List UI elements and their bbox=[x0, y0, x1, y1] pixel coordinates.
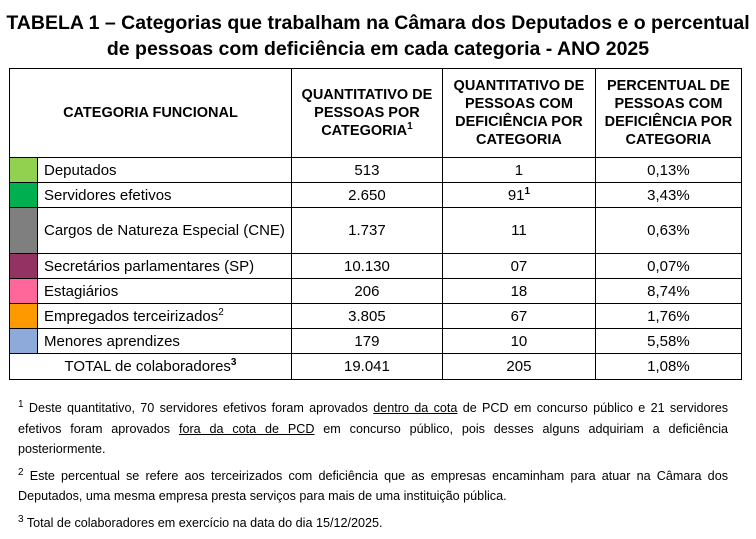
total-pcd: 205 bbox=[441, 353, 596, 380]
qtd-cell: 10.130 bbox=[290, 253, 443, 279]
category-color-swatch bbox=[9, 253, 38, 279]
header-qtd-label: QUANTITATIVO DE PESSOAS POR CATEGORIA bbox=[301, 87, 433, 139]
total-perc: 1,08% bbox=[594, 353, 742, 380]
table-title: TABELA 1 – Categorias que trabalham na C… bbox=[6, 12, 750, 60]
header-perc: PERCENTUAL DE PESSOAS COM DEFICIÊNCIA PO… bbox=[594, 68, 742, 158]
total-label: TOTAL de colaboradores3 bbox=[9, 353, 292, 380]
category-color-swatch bbox=[9, 303, 38, 329]
category-name: Deputados bbox=[37, 157, 292, 183]
category-label: Secretários parlamentares (SP) bbox=[44, 257, 255, 275]
category-label: Estagiários bbox=[44, 282, 119, 300]
footnote-ref: 2 bbox=[218, 306, 224, 318]
table-row: Servidores efetivos 2.650 911 3,43% bbox=[9, 182, 742, 208]
footnote-ref: 3 bbox=[230, 357, 237, 368]
header-categoria: CATEGORIA FUNCIONAL bbox=[9, 68, 292, 158]
perc-cell: 3,43% bbox=[594, 182, 742, 208]
category-name: Estagiários bbox=[37, 278, 292, 304]
qtd-cell: 3.805 bbox=[290, 303, 443, 329]
table-row: Estagiários 206 18 8,74% bbox=[9, 278, 742, 304]
table-row: Cargos de Natureza Especial (CNE) 1.737 … bbox=[9, 207, 742, 254]
footnote-underlined: fora da cota de PCD bbox=[178, 421, 315, 436]
footnote-text: Deste quantitativo, 70 servidores efetiv… bbox=[23, 401, 374, 415]
total-qtd: 19.041 bbox=[290, 353, 443, 380]
footnote-2: 2 Este percentual se refere aos terceiri… bbox=[18, 466, 728, 507]
qtd-cell: 206 bbox=[290, 278, 443, 304]
qtd-cell: 1.737 bbox=[290, 207, 443, 254]
table-row: Menores aprendizes 179 10 5,58% bbox=[9, 328, 742, 354]
category-name: Secretários parlamentares (SP) bbox=[37, 253, 292, 279]
perc-cell: 5,58% bbox=[594, 328, 742, 354]
footnote-mark: 3 bbox=[18, 513, 24, 525]
category-name: Menores aprendizes bbox=[37, 328, 292, 354]
footnote-ref: 1 bbox=[524, 185, 531, 197]
footnote-text: Total de colaboradores em exercício na d… bbox=[23, 515, 383, 530]
category-name: Cargos de Natureza Especial (CNE) bbox=[37, 207, 292, 254]
perc-cell: 0,07% bbox=[594, 253, 742, 279]
table-row: Empregados terceirizados2 3.805 67 1,76% bbox=[9, 303, 742, 329]
footnote-mark: 2 bbox=[18, 466, 24, 478]
category-name: Empregados terceirizados2 bbox=[37, 303, 292, 329]
pcd-cell: 07 bbox=[441, 253, 596, 279]
pcd-value: 07 bbox=[510, 257, 528, 275]
pcd-cell: 11 bbox=[441, 207, 596, 254]
category-label: Empregados terceirizados bbox=[44, 307, 219, 325]
total-label-text: TOTAL de colaboradores bbox=[64, 358, 231, 375]
pcd-value: 1 bbox=[514, 161, 524, 179]
footnote-text: em concurso público, pois desses alguns … bbox=[18, 421, 729, 457]
pcd-value: 10 bbox=[510, 332, 528, 350]
pcd-value: 18 bbox=[510, 282, 528, 300]
footnote-underlined: dentro da cota bbox=[373, 401, 458, 415]
qtd-cell: 513 bbox=[290, 157, 443, 183]
category-color-swatch bbox=[9, 157, 38, 183]
category-name: Servidores efetivos bbox=[37, 182, 292, 208]
footnote-mark: 1 bbox=[18, 398, 24, 410]
data-table: CATEGORIA FUNCIONAL QUANTITATIVO DE PESS… bbox=[9, 68, 742, 380]
table-row: Deputados 513 1 0,13% bbox=[9, 157, 742, 183]
header-qtd-pcd: QUANTITATIVO DE PESSOAS COM DEFICIÊNCIA … bbox=[441, 68, 596, 158]
pcd-cell: 1 bbox=[441, 157, 596, 183]
pcd-cell: 911 bbox=[441, 182, 596, 208]
perc-cell: 0,13% bbox=[594, 157, 742, 183]
category-label: Deputados bbox=[44, 161, 117, 179]
total-row: TOTAL de colaboradores3 19.041 205 1,08% bbox=[9, 353, 742, 380]
pcd-cell: 18 bbox=[441, 278, 596, 304]
footnote-ref: 1 bbox=[407, 121, 413, 133]
footnote-text: de PCD em concurso público e 21 servidor… bbox=[18, 401, 729, 436]
footnote-text: Este percentual se refere aos terceiriza… bbox=[18, 468, 728, 504]
footnote-1: 1 Deste quantitativo, 70 servidores efet… bbox=[18, 398, 728, 460]
header-qtd: QUANTITATIVO DE PESSOAS POR CATEGORIA1 bbox=[290, 68, 443, 158]
header-row: CATEGORIA FUNCIONAL QUANTITATIVO DE PESS… bbox=[9, 68, 742, 158]
qtd-cell: 2.650 bbox=[290, 182, 443, 208]
pcd-cell: 67 bbox=[441, 303, 596, 329]
perc-cell: 0,63% bbox=[594, 207, 742, 254]
category-color-swatch bbox=[9, 328, 38, 354]
category-label: Menores aprendizes bbox=[44, 332, 180, 350]
category-color-swatch bbox=[9, 278, 38, 304]
table-row: Secretários parlamentares (SP) 10.130 07… bbox=[9, 253, 742, 279]
category-label: Cargos de Natureza Especial (CNE) bbox=[44, 222, 285, 239]
perc-cell: 1,76% bbox=[594, 303, 742, 329]
category-label: Servidores efetivos bbox=[44, 186, 172, 204]
pcd-value: 11 bbox=[511, 222, 527, 239]
pcd-value: 67 bbox=[510, 307, 528, 325]
category-color-swatch bbox=[9, 207, 38, 254]
pcd-cell: 10 bbox=[441, 328, 596, 354]
category-color-swatch bbox=[9, 182, 38, 208]
perc-cell: 8,74% bbox=[594, 278, 742, 304]
footnotes: 1 Deste quantitativo, 70 servidores efet… bbox=[18, 398, 728, 539]
footnote-3: 3 Total de colaboradores em exercício na… bbox=[18, 513, 728, 534]
qtd-cell: 179 bbox=[290, 328, 443, 354]
pcd-value: 91 bbox=[507, 186, 525, 204]
